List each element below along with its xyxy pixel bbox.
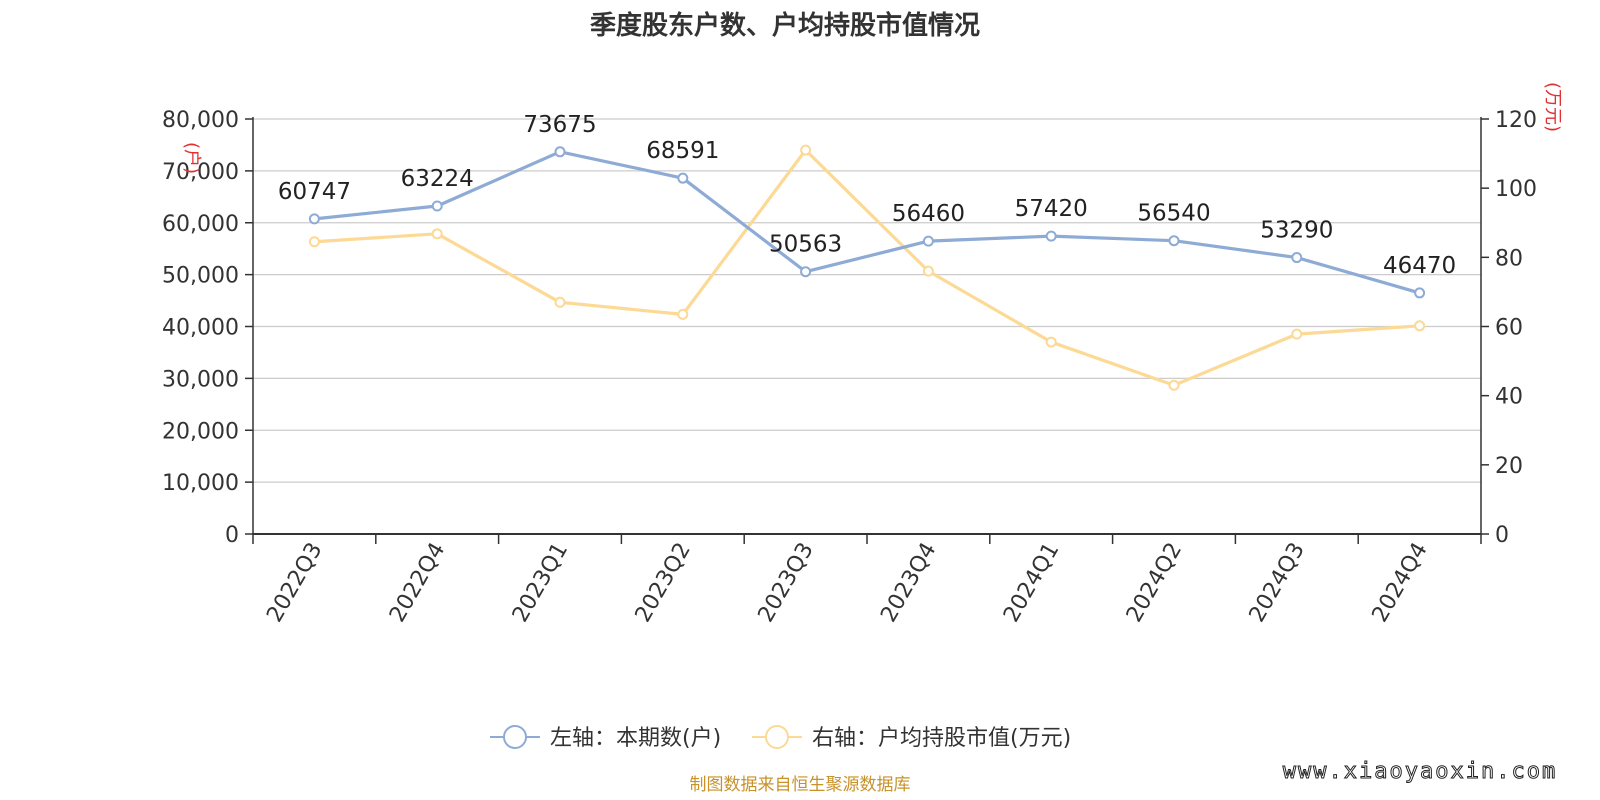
x-tick-label: 2024Q2 (1122, 539, 1187, 627)
data-label: 63224 (401, 166, 474, 192)
left-tick-label: 50,000 (162, 264, 239, 289)
x-tick-label: 2022Q4 (385, 539, 450, 627)
data-point-left (1414, 287, 1426, 299)
data-point-left (431, 200, 443, 212)
right-tick-label: 40 (1495, 385, 1523, 410)
data-label: 56460 (892, 201, 965, 227)
x-tick-label: 2023Q2 (631, 539, 696, 627)
data-point-right (554, 296, 566, 308)
x-tick-label: 2023Q3 (753, 539, 818, 627)
right-tick-label: 80 (1495, 246, 1523, 271)
left-axis-unit: (户) (181, 142, 202, 174)
data-point-left (677, 172, 689, 184)
series-line-right (314, 148, 1420, 387)
x-tick-label: 2023Q4 (876, 539, 941, 627)
x-tick-label: 2024Q4 (1367, 539, 1432, 627)
data-point-left (1045, 230, 1057, 242)
left-tick-label: 10,000 (162, 471, 239, 496)
left-tick-label: 30,000 (162, 367, 239, 392)
data-point-left (554, 146, 566, 158)
right-tick-label: 100 (1495, 177, 1537, 202)
right-tick-label: 20 (1495, 454, 1523, 479)
data-point-right (308, 236, 320, 248)
data-point-right (1168, 379, 1180, 391)
x-tick-label: 2022Q3 (262, 539, 327, 627)
x-tick-label: 2024Q1 (999, 539, 1064, 627)
left-tick-label: 60,000 (162, 212, 239, 237)
right-tick-label: 0 (1495, 523, 1509, 548)
left-tick-label: 20,000 (162, 419, 239, 444)
left-tick-label: 0 (225, 523, 239, 548)
data-point-left (800, 266, 812, 278)
left-tick-label: 40,000 (162, 316, 239, 341)
chart-title: 季度股东户数、户均持股市值情况 (590, 10, 980, 41)
data-label: 57420 (1015, 196, 1088, 222)
data-point-left (1291, 252, 1303, 264)
data-point-right (677, 308, 689, 320)
data-labels: 60747 63224 73675 68591 50563 56460 57420 56540… (278, 112, 1456, 279)
data-point-left (308, 213, 320, 225)
axes: 0 10,000 20,000 30,000 40,000 50,000 60,000 70,… (162, 108, 1537, 627)
data-point-left (1168, 235, 1180, 247)
watermark: www.xiaoyaoxin.com (1283, 759, 1557, 784)
right-axis-unit: (万元) (1542, 82, 1563, 132)
right-tick-label: 120 (1495, 108, 1537, 133)
legend-label: 左轴：本期数(户) (550, 726, 721, 751)
series (308, 144, 1426, 391)
legend-label: 右轴：户均持股市值(万元) (812, 726, 1071, 751)
data-label: 73675 (523, 112, 596, 138)
x-tick-label: 2024Q3 (1245, 539, 1310, 627)
data-point-left (922, 235, 934, 247)
data-point-right (1045, 336, 1057, 348)
legend-marker (765, 725, 789, 749)
right-tick-label: 60 (1495, 316, 1523, 341)
x-tick-label: 2023Q1 (508, 539, 573, 627)
data-point-right (800, 144, 812, 156)
source-note: 制图数据来自恒生聚源数据库 (690, 775, 911, 795)
data-point-right (431, 228, 443, 240)
grid (253, 118, 1481, 483)
data-label: 46470 (1383, 253, 1456, 279)
legend-marker (503, 725, 527, 749)
legend: 左轴：本期数(户) 右轴：户均持股市值(万元) (490, 725, 1071, 751)
data-label: 53290 (1260, 218, 1333, 244)
data-point-right (922, 265, 934, 277)
left-tick-label: 70,000 (162, 160, 239, 185)
series-line-left (314, 150, 1421, 295)
data-point-right (1291, 328, 1303, 340)
data-label: 68591 (646, 138, 719, 164)
data-point-right (1414, 320, 1426, 332)
left-tick-label: 80,000 (162, 108, 239, 133)
data-label: 60747 (278, 179, 351, 205)
data-label: 56540 (1137, 201, 1210, 227)
data-label: 50563 (769, 232, 842, 258)
